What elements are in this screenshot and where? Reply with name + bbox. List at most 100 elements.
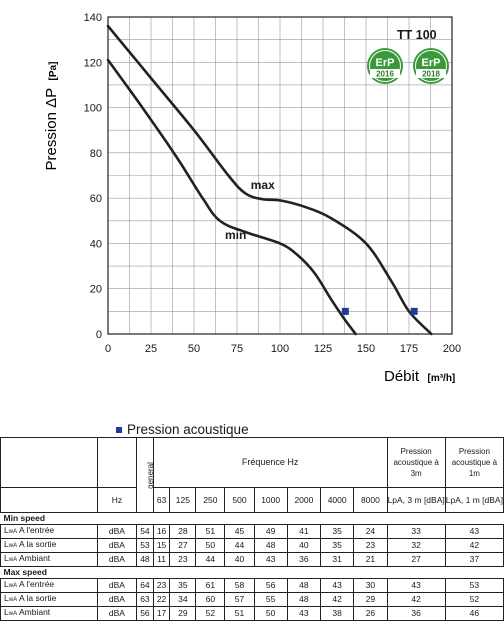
legend-label: Pression acoustique xyxy=(127,422,249,437)
row-label-sub: wA xyxy=(8,611,18,617)
series-labels: max min xyxy=(225,178,275,242)
row-band-value: 23 xyxy=(353,538,388,553)
row-label-l: L xyxy=(4,553,9,564)
band-125: 125 xyxy=(169,487,197,513)
acoustic-markers xyxy=(341,307,418,315)
row-pa1m: 53 xyxy=(444,578,504,593)
erp-2016-badge: ErP 2016 xyxy=(367,48,403,84)
row-band-value: 28 xyxy=(169,524,197,539)
row-general: 54 xyxy=(136,524,154,539)
row-label-l: L xyxy=(4,525,9,536)
x-tick-label: 200 xyxy=(443,343,461,355)
row-pa3m: 32 xyxy=(386,538,446,553)
row-general: 63 xyxy=(136,592,154,607)
header-pa1m-unit: LpA, 1 m [dBA] xyxy=(444,487,504,513)
x-tick-label: 150 xyxy=(357,343,375,355)
table-row: LwA A la sortie dBA 63 22 34 60 57 55 48 42 29 42 52 xyxy=(0,592,504,607)
y-tick-label: 120 xyxy=(84,57,102,69)
row-label-l: L xyxy=(4,579,9,590)
x-tick-label: 0 xyxy=(105,343,111,355)
row-general: 64 xyxy=(136,578,154,593)
row-band-value: 38 xyxy=(320,606,355,621)
curve-max xyxy=(106,24,433,336)
y-tick-label: 100 xyxy=(84,103,102,115)
row-band-value: 27 xyxy=(169,538,197,553)
row-pa1m: 37 xyxy=(444,552,504,567)
header-frequence: Fréquence Hz xyxy=(152,437,388,488)
header-general: general xyxy=(136,437,154,513)
row-unit: dBA xyxy=(96,606,138,621)
row-label: LwA A la sortie xyxy=(0,592,98,607)
header-pa3m: Pression acoustique à 3m xyxy=(386,437,446,488)
table-row: LwA A l'entrée dBA 54 16 28 51 45 49 41 35 24 33 43 xyxy=(0,524,504,539)
row-band-value: 61 xyxy=(195,578,226,593)
series-curves xyxy=(106,24,433,336)
row-label-rest: A la sortie xyxy=(17,593,57,604)
row-unit: dBA xyxy=(96,592,138,607)
row-label: LwA A la sortie xyxy=(0,538,98,553)
row-band-value: 31 xyxy=(320,552,355,567)
row-band-value: 34 xyxy=(169,592,197,607)
y-tick-label: 20 xyxy=(90,284,102,296)
band-8000: 8000 xyxy=(353,487,388,513)
y-tick-label: 80 xyxy=(90,148,102,160)
section-title: Min speed xyxy=(0,512,504,525)
row-unit: dBA xyxy=(96,524,138,539)
row-pa3m: 36 xyxy=(386,606,446,621)
row-general: 48 xyxy=(136,552,154,567)
row-label: LwA Ambiant xyxy=(0,552,98,567)
row-general: 56 xyxy=(136,606,154,621)
row-band-value: 48 xyxy=(286,592,322,607)
row-band-value: 29 xyxy=(169,606,197,621)
row-pa1m: 52 xyxy=(444,592,504,607)
row-band-value: 24 xyxy=(353,524,388,539)
header-pa1m: Pression acoustique à 1m xyxy=(444,437,504,488)
x-axis-unit: [m³/h] xyxy=(427,373,455,384)
row-band-value: 35 xyxy=(169,578,197,593)
row-band-value: 58 xyxy=(224,578,255,593)
row-band-value: 41 xyxy=(286,524,322,539)
row-band-value: 23 xyxy=(169,552,197,567)
row-band-value: 44 xyxy=(195,552,226,567)
table-row: LwA A l'entrée dBA 64 23 35 61 58 56 48 43 30 43 53 xyxy=(0,578,504,593)
row-pa1m: 42 xyxy=(444,538,504,553)
x-tick-label: 175 xyxy=(400,343,418,355)
row-label-rest: A la sortie xyxy=(17,539,57,550)
x-tick-label: 125 xyxy=(314,343,332,355)
header-blank xyxy=(0,437,98,488)
section-row: Min speed xyxy=(0,512,504,525)
x-tick-label: 50 xyxy=(188,343,200,355)
row-label-rest: A l'entrée xyxy=(17,525,55,536)
band-1000: 1000 xyxy=(253,487,288,513)
row-pa1m: 43 xyxy=(444,524,504,539)
row-band-value: 56 xyxy=(253,578,288,593)
row-general: 53 xyxy=(136,538,154,553)
y-tick-label: 140 xyxy=(84,12,102,24)
x-tick-label: 75 xyxy=(231,343,243,355)
band-4000: 4000 xyxy=(320,487,355,513)
row-unit: dBA xyxy=(96,578,138,593)
x-tick-labels: 0 25 50 75 100 125 150 175 200 xyxy=(105,343,461,355)
model-label: TT 100 xyxy=(397,28,437,42)
series-label-min: min xyxy=(225,228,246,242)
section-title: Max speed xyxy=(0,566,504,579)
row-label-l: L xyxy=(4,607,9,618)
series-label-max: max xyxy=(251,178,275,192)
erp-2016-year: 2016 xyxy=(376,70,394,79)
row-label: LwA A l'entrée xyxy=(0,524,98,539)
row-label-sub: wA xyxy=(8,543,18,549)
row-band-value: 17 xyxy=(152,606,171,621)
table-row: LwA A la sortie dBA 53 15 27 50 44 48 40 35 23 32 42 xyxy=(0,538,504,553)
row-unit: dBA xyxy=(96,552,138,567)
curve-min xyxy=(106,58,357,336)
row-band-value: 29 xyxy=(353,592,388,607)
header-pa3m-unit: LpA, 3 m [dBA] xyxy=(386,487,446,513)
erp-2018-badge: ErP 2018 xyxy=(413,48,449,84)
row-band-value: 60 xyxy=(195,592,226,607)
row-band-value: 51 xyxy=(195,524,226,539)
row-band-value: 35 xyxy=(320,538,355,553)
row-band-value: 21 xyxy=(353,552,388,567)
row-label-sub: wA xyxy=(8,583,18,589)
row-band-value: 30 xyxy=(353,578,388,593)
row-band-value: 52 xyxy=(195,606,226,621)
